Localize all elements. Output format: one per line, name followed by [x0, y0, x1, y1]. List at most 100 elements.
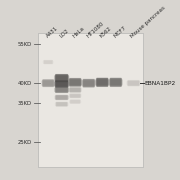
FancyBboxPatch shape: [69, 94, 81, 98]
Bar: [38, 33, 143, 166]
FancyBboxPatch shape: [55, 80, 68, 88]
FancyBboxPatch shape: [70, 100, 81, 104]
FancyBboxPatch shape: [70, 100, 80, 104]
FancyBboxPatch shape: [41, 81, 55, 86]
Text: 40KD: 40KD: [18, 81, 32, 86]
Text: A431: A431: [45, 25, 59, 39]
FancyBboxPatch shape: [42, 80, 55, 86]
FancyBboxPatch shape: [82, 80, 96, 86]
FancyBboxPatch shape: [54, 81, 69, 87]
FancyBboxPatch shape: [127, 81, 140, 86]
Text: MCF7: MCF7: [112, 25, 127, 39]
FancyBboxPatch shape: [55, 74, 68, 82]
FancyBboxPatch shape: [55, 95, 68, 100]
FancyBboxPatch shape: [68, 80, 82, 85]
FancyBboxPatch shape: [55, 96, 69, 99]
FancyBboxPatch shape: [69, 94, 81, 98]
FancyBboxPatch shape: [70, 93, 80, 98]
FancyBboxPatch shape: [69, 78, 81, 87]
FancyBboxPatch shape: [70, 78, 81, 86]
FancyBboxPatch shape: [69, 87, 81, 93]
FancyBboxPatch shape: [82, 80, 95, 86]
FancyBboxPatch shape: [70, 100, 80, 104]
Text: 35KD: 35KD: [18, 101, 32, 106]
FancyBboxPatch shape: [54, 75, 69, 81]
FancyBboxPatch shape: [56, 102, 67, 106]
FancyBboxPatch shape: [55, 95, 68, 100]
FancyBboxPatch shape: [83, 79, 95, 87]
FancyBboxPatch shape: [55, 95, 69, 100]
FancyBboxPatch shape: [83, 79, 94, 87]
Text: HeLa: HeLa: [72, 25, 86, 39]
FancyBboxPatch shape: [43, 79, 54, 87]
FancyBboxPatch shape: [44, 60, 53, 64]
FancyBboxPatch shape: [56, 95, 68, 100]
FancyBboxPatch shape: [110, 78, 122, 87]
FancyBboxPatch shape: [56, 74, 68, 82]
FancyBboxPatch shape: [96, 78, 108, 87]
Text: LO2: LO2: [58, 28, 69, 39]
Text: EBNA1BP2: EBNA1BP2: [145, 81, 176, 86]
FancyBboxPatch shape: [97, 78, 108, 87]
FancyBboxPatch shape: [54, 82, 69, 86]
FancyBboxPatch shape: [43, 60, 53, 64]
FancyBboxPatch shape: [55, 81, 69, 87]
FancyBboxPatch shape: [55, 75, 69, 81]
FancyBboxPatch shape: [55, 95, 68, 100]
FancyBboxPatch shape: [69, 88, 81, 92]
FancyBboxPatch shape: [69, 88, 82, 92]
FancyBboxPatch shape: [109, 79, 123, 85]
FancyBboxPatch shape: [96, 78, 108, 87]
FancyBboxPatch shape: [55, 102, 68, 106]
FancyBboxPatch shape: [70, 87, 81, 93]
FancyBboxPatch shape: [56, 80, 68, 87]
FancyBboxPatch shape: [68, 79, 82, 85]
FancyBboxPatch shape: [42, 79, 54, 87]
FancyBboxPatch shape: [128, 80, 139, 86]
FancyBboxPatch shape: [54, 88, 69, 92]
FancyBboxPatch shape: [69, 79, 82, 86]
FancyBboxPatch shape: [110, 78, 122, 87]
FancyBboxPatch shape: [44, 60, 52, 64]
FancyBboxPatch shape: [96, 78, 109, 86]
Text: K562: K562: [99, 25, 113, 39]
FancyBboxPatch shape: [69, 79, 82, 86]
FancyBboxPatch shape: [54, 76, 69, 80]
FancyBboxPatch shape: [70, 87, 80, 92]
FancyBboxPatch shape: [55, 87, 68, 93]
Text: 55KD: 55KD: [18, 42, 32, 47]
FancyBboxPatch shape: [109, 80, 123, 85]
FancyBboxPatch shape: [109, 79, 122, 86]
FancyBboxPatch shape: [55, 75, 69, 82]
FancyBboxPatch shape: [82, 79, 95, 87]
FancyBboxPatch shape: [42, 80, 55, 86]
FancyBboxPatch shape: [55, 102, 68, 106]
FancyBboxPatch shape: [55, 80, 68, 87]
FancyBboxPatch shape: [83, 79, 95, 88]
FancyBboxPatch shape: [69, 78, 81, 86]
FancyBboxPatch shape: [55, 87, 69, 92]
FancyBboxPatch shape: [56, 102, 68, 107]
FancyBboxPatch shape: [82, 81, 96, 86]
FancyBboxPatch shape: [95, 79, 109, 85]
FancyBboxPatch shape: [55, 87, 69, 93]
Text: 25KD: 25KD: [18, 140, 32, 145]
FancyBboxPatch shape: [56, 102, 68, 107]
FancyBboxPatch shape: [55, 81, 69, 87]
FancyBboxPatch shape: [54, 88, 69, 92]
FancyBboxPatch shape: [55, 74, 68, 82]
FancyBboxPatch shape: [95, 80, 109, 85]
FancyBboxPatch shape: [127, 80, 140, 86]
FancyBboxPatch shape: [70, 94, 81, 98]
FancyBboxPatch shape: [69, 87, 81, 92]
FancyBboxPatch shape: [110, 78, 121, 87]
FancyBboxPatch shape: [56, 87, 68, 93]
FancyBboxPatch shape: [96, 79, 109, 86]
Text: Mouse pancreas: Mouse pancreas: [130, 5, 167, 39]
FancyBboxPatch shape: [70, 94, 80, 98]
FancyBboxPatch shape: [42, 80, 54, 87]
FancyBboxPatch shape: [55, 87, 68, 93]
FancyBboxPatch shape: [109, 78, 122, 86]
FancyBboxPatch shape: [42, 79, 54, 87]
FancyBboxPatch shape: [70, 100, 80, 103]
